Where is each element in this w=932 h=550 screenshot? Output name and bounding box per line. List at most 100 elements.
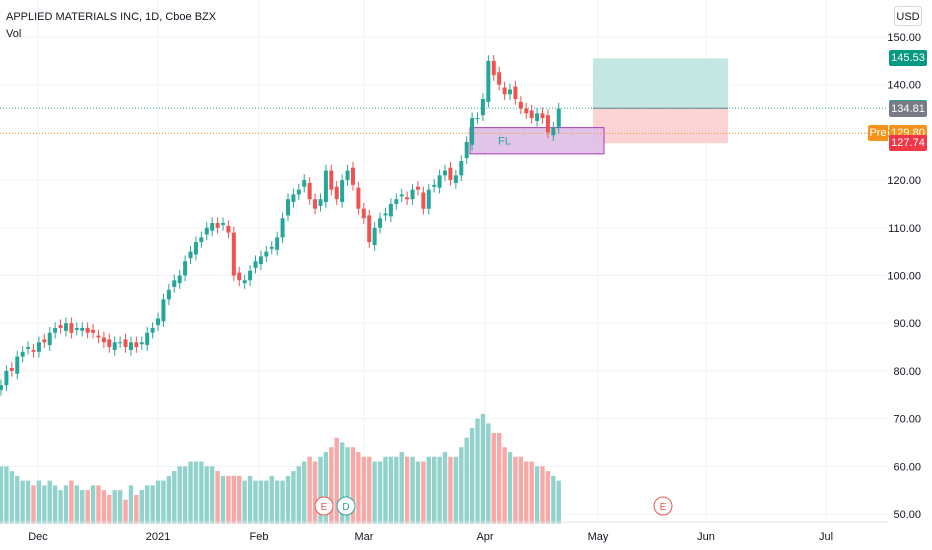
volume-bars [0,413,561,524]
price-axis-label: 150.00 [887,32,921,44]
volume-bar [529,461,534,524]
volume-bar [285,475,291,524]
candle-body [394,199,399,204]
candle-body [459,161,464,176]
earnings-event-marker [314,496,334,516]
price-axis-label: 110.00 [888,223,921,235]
price-axis-label: 140.00 [887,80,921,92]
candle-body [340,180,345,203]
volume-bar [85,490,90,524]
volume-bar [199,461,204,524]
candle-body [161,299,166,322]
candle-body [264,251,269,257]
candle-body [123,339,128,348]
dividend-event-letter: D [342,502,349,513]
candle-body [367,215,372,243]
volume-bar [334,437,339,524]
volume-bar [112,490,117,524]
chart-title: APPLIED MATERIALS INC, 1D, Cboe BZX [6,11,217,23]
candle-body [210,223,215,231]
candle-body [36,342,41,352]
candle-body [20,351,25,357]
fl-zone [469,127,605,155]
candle-body [80,327,85,331]
candle-body [172,280,177,287]
candle-body [405,197,410,200]
candle-body [58,325,63,328]
candle-body [475,118,480,120]
candle-body [410,189,415,200]
candle-body [15,356,20,374]
volume-bar [534,466,540,524]
time-axis-label: Mar [355,531,374,543]
candle-body [497,72,502,85]
volume-bar [20,480,25,524]
volume-bar [518,456,524,524]
candle-body [291,194,296,203]
volume-bar [42,485,47,524]
volume-bar [145,485,150,524]
volume-bar [128,485,134,524]
volume-bar [410,456,415,524]
time-axis[interactable]: Dec 2021 Feb Mar Apr May Jun Jul [0,521,888,543]
volume-bar [134,494,139,524]
volume-bar [31,485,36,524]
candle-body [193,242,198,255]
volume-bar [269,475,274,524]
volume-bar [242,480,247,524]
price-axis-label: 60.00 [893,461,921,473]
volume-bar [258,480,264,524]
time-axis-label: Dec [28,531,48,543]
volume-bar [464,437,469,524]
volume-bar [96,485,101,524]
volume-bar [426,456,431,524]
time-axis-label: Feb [250,531,269,543]
price-axis-label: 50.00 [893,509,921,521]
candle-body [242,280,247,284]
candle-body [318,199,323,206]
candle-body [540,113,545,119]
volume-bar [486,423,491,524]
volume-bar [247,475,253,524]
candle-body [112,342,117,350]
volume-bar [524,461,529,524]
volume-bar [318,456,323,524]
candle-body [453,175,458,183]
dividend-event-marker [336,496,356,516]
volume-bar [117,490,123,524]
candle-body [47,332,52,346]
candle-body [85,327,90,333]
volume-bar [361,456,367,524]
earnings-event-letter: E [660,502,667,513]
target-zone [593,58,728,109]
candle-body [118,342,123,344]
candle-body [74,327,79,330]
volume-bar [280,480,285,524]
candle-body [529,110,534,119]
time-axis-label: Jul [819,531,833,543]
candle-body [183,261,188,276]
volume-bar [329,447,334,524]
volume-bar [415,461,421,524]
volume-bar [155,480,161,524]
volume-bar [345,447,350,524]
candle-body [323,170,328,203]
currency-button[interactable]: USD [894,6,922,26]
candle-body [177,275,182,284]
volume-bar [63,485,69,524]
candle-body [432,184,437,187]
volume-bar [491,432,496,524]
position-zones: FL [469,58,728,155]
volume-bar [356,451,361,524]
candle-body [285,199,290,216]
candle-body [4,370,9,386]
candle-body [96,335,101,338]
volume-bar [453,456,459,524]
fl-zone-label: FL [498,136,511,148]
candle-body [443,170,448,176]
candle-body [128,342,133,350]
volume-bar [350,447,356,524]
volume-bar [182,466,188,524]
